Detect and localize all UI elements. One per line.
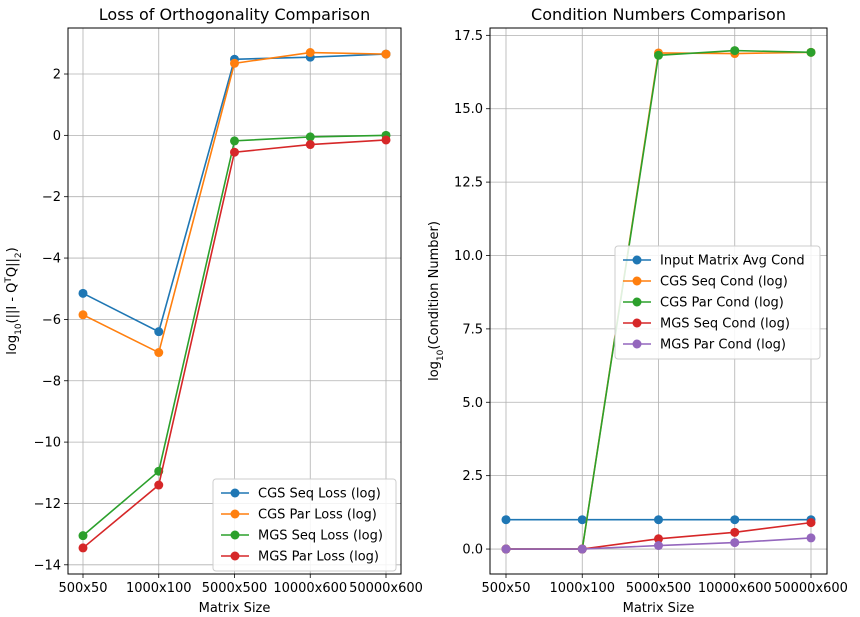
loss-series-0-point bbox=[154, 327, 164, 337]
cond-x-tick-label: 5000x500 bbox=[626, 581, 692, 596]
cond-chart-series bbox=[501, 46, 816, 554]
cond-legend-swatch-marker bbox=[632, 276, 642, 286]
loss-legend-swatch-marker bbox=[230, 530, 240, 540]
loss-series-3-point bbox=[381, 135, 391, 145]
loss-chart-ylabel: log10(||I - QTQ||2) bbox=[4, 247, 24, 354]
loss-series-2-point bbox=[78, 531, 88, 541]
loss-legend-entry: CGS Seq Loss (log) bbox=[258, 487, 381, 502]
loss-legend-box bbox=[212, 478, 397, 572]
cond-y-tick-label: 0.0 bbox=[462, 543, 483, 558]
loss-chart-title: Loss of Orthogonality Comparison bbox=[99, 5, 370, 24]
loss-y-tick-label: −14 bbox=[34, 558, 61, 573]
loss-chart-legend: CGS Seq Loss (log) CGS Par Loss (log) MGS … bbox=[212, 478, 397, 572]
cond-chart-title: Condition Numbers Comparison bbox=[531, 5, 786, 24]
cond-legend-swatch-marker bbox=[632, 255, 642, 265]
cond-legend-swatch-marker bbox=[632, 339, 642, 349]
cond-legend-box bbox=[614, 245, 821, 360]
cond-legend-entry: MGS Seq Cond (log) bbox=[660, 317, 790, 332]
cond-series-4-point bbox=[654, 541, 663, 551]
cond-x-tick-label: 500x50 bbox=[481, 581, 530, 596]
loss-x-tick-label: 50000x600 bbox=[349, 581, 423, 596]
loss-series-2-point bbox=[305, 132, 315, 142]
loss-y-tick-label: −8 bbox=[42, 374, 61, 389]
cond-series-0-point bbox=[577, 515, 587, 525]
loss-series-3-point bbox=[78, 543, 88, 553]
cond-legend-swatch-marker bbox=[632, 297, 642, 307]
cond-chart-ylabel: log10(Condition Number) bbox=[427, 221, 446, 381]
loss-y-tick-label: −4 bbox=[42, 252, 61, 267]
loss-x-tick-label: 500x50 bbox=[58, 581, 107, 596]
loss-series-3-point bbox=[230, 147, 239, 157]
cond-series-0-point bbox=[501, 515, 511, 525]
condition-numbers-chart: Condition Numbers Comparison 500x50 1000x… bbox=[427, 5, 848, 616]
cond-chart-xlabel: Matrix Size bbox=[623, 601, 695, 616]
loss-chart-ticks: 500x50 1000x100 5000x500 10000x600 50000x600… bbox=[34, 68, 423, 596]
loss-y-tick-label: 0 bbox=[53, 129, 61, 144]
cond-series-2-point bbox=[654, 50, 663, 60]
loss-series-2-point bbox=[230, 136, 239, 146]
cond-chart-ticks: 500x50 1000x100 5000x500 10000x600 50000x600… bbox=[454, 29, 848, 596]
loss-legend-swatch-marker bbox=[230, 551, 240, 561]
cond-x-tick-label: 10000x600 bbox=[698, 581, 772, 596]
cond-series-4-point bbox=[577, 544, 587, 554]
loss-series-1-point bbox=[305, 48, 315, 58]
cond-legend-swatch-marker bbox=[632, 318, 642, 328]
loss-y-tick-label: −10 bbox=[34, 436, 61, 451]
cond-legend-entry: MGS Par Cond (log) bbox=[660, 338, 786, 353]
cond-y-tick-label: 7.5 bbox=[462, 322, 483, 337]
loss-series-3-point bbox=[305, 140, 315, 150]
cond-series-0-point bbox=[654, 515, 663, 525]
cond-y-tick-label: 12.5 bbox=[454, 176, 483, 191]
cond-legend-entry: CGS Par Cond (log) bbox=[660, 296, 784, 311]
loss-y-tick-label: −12 bbox=[34, 497, 61, 512]
loss-series-1-point bbox=[381, 49, 391, 59]
cond-y-tick-label: 2.5 bbox=[462, 469, 483, 484]
loss-of-orthogonality-chart: Loss of Orthogonality Comparison 500x50 1… bbox=[4, 5, 423, 616]
cond-series-4-point bbox=[806, 533, 816, 543]
loss-legend-swatch-marker bbox=[230, 488, 240, 498]
loss-x-tick-label: 1000x100 bbox=[126, 581, 192, 596]
cond-series-0-point bbox=[730, 515, 740, 525]
cond-legend-entry: Input Matrix Avg Cond bbox=[660, 254, 805, 269]
cond-series-2-point bbox=[806, 47, 816, 57]
loss-chart-series bbox=[78, 48, 391, 553]
loss-series-0-point bbox=[78, 288, 88, 298]
loss-y-tick-label: 2 bbox=[53, 68, 61, 83]
loss-legend-entry: MGS Par Loss (log) bbox=[258, 550, 379, 565]
loss-series-1-point bbox=[78, 310, 88, 320]
cond-y-tick-label: 5.0 bbox=[462, 396, 483, 411]
cond-series-4-point bbox=[501, 544, 511, 554]
loss-series-1-point bbox=[154, 348, 164, 358]
loss-series-3-point bbox=[154, 480, 164, 490]
cond-y-tick-label: 17.5 bbox=[454, 29, 483, 44]
cond-x-tick-label: 1000x100 bbox=[549, 581, 615, 596]
cond-chart-legend: Input Matrix Avg Cond CGS Seq Cond (log) C… bbox=[614, 245, 821, 360]
loss-legend-entry: MGS Seq Loss (log) bbox=[258, 529, 383, 544]
loss-legend-entry: CGS Par Loss (log) bbox=[258, 508, 377, 523]
loss-x-tick-label: 5000x500 bbox=[202, 581, 268, 596]
cond-x-tick-label: 50000x600 bbox=[774, 581, 848, 596]
cond-series-2-point bbox=[730, 46, 740, 56]
cond-legend-entry: CGS Seq Cond (log) bbox=[660, 275, 788, 290]
cond-series-3-point bbox=[806, 518, 816, 528]
loss-chart-xlabel: Matrix Size bbox=[199, 601, 271, 616]
loss-x-tick-label: 10000x600 bbox=[273, 581, 347, 596]
loss-y-tick-label: −2 bbox=[42, 190, 61, 205]
cond-series-3-point bbox=[730, 527, 740, 537]
loss-legend-swatch-marker bbox=[230, 509, 240, 519]
loss-series-1-point bbox=[230, 58, 239, 68]
cond-y-tick-label: 15.0 bbox=[454, 102, 483, 117]
cond-y-tick-label: 10.0 bbox=[454, 249, 483, 264]
cond-series-4-point bbox=[730, 538, 740, 548]
loss-y-tick-label: −6 bbox=[42, 313, 61, 328]
cond-series-3-point bbox=[654, 534, 663, 544]
